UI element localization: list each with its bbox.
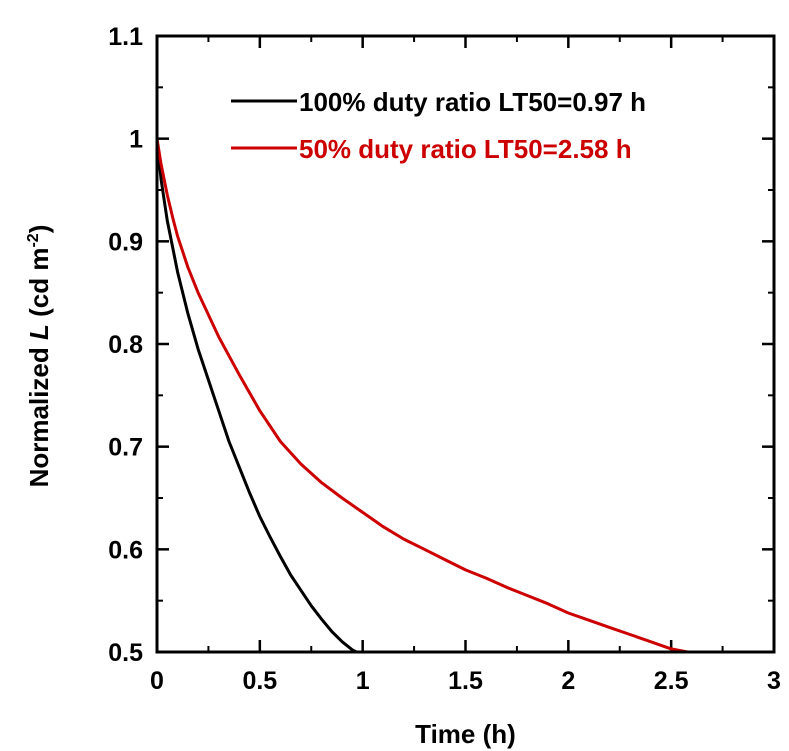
x-axis-label: Time (h) [415,719,516,749]
legend: 100% duty ratio LT50=0.97 h 50% duty rat… [231,87,646,164]
y-axis-label-prefix: Normalized [24,340,54,487]
y-tick-label: 0.5 [108,639,143,667]
x-tick-labels: 0 0.5 1 1.5 2 2.5 3 [150,667,781,695]
x-tick-label: 1 [356,667,370,695]
y-axis-label-unit: (cd m [24,248,54,325]
y-tick-label: 0.8 [108,331,143,359]
y-tick-label: 0.7 [108,434,143,462]
legend-label-100-duty: 100% duty ratio LT50=0.97 h [299,87,646,117]
x-tick-label: 3 [767,667,781,695]
x-tick-label: 0.5 [242,667,277,695]
y-tick-label: 0.9 [108,228,143,256]
x-tick-label: 1.5 [448,667,483,695]
axis-ticks [155,34,776,654]
series-line-100-duty [155,138,358,654]
x-tick-label: 2 [561,667,575,695]
series-line-50-duty [155,138,688,654]
y-tick-label: 1.1 [108,23,143,51]
y-tick-labels: 0.5 0.6 0.7 0.8 0.9 1 1.1 [108,23,143,667]
y-tick-label: 1 [129,126,143,154]
series-lines [155,138,688,654]
y-axis-label: Normalized L (cd m-2) [24,225,54,488]
y-tick-label: 0.6 [108,536,143,564]
y-axis-label-superscript: -2 [25,233,42,247]
x-tick-label: 0 [150,667,164,695]
plot-frame [155,34,776,654]
y-axis-label-variable: L [24,324,54,340]
legend-label-50-duty: 50% duty ratio LT50=2.58 h [299,134,632,164]
y-axis-label-close: ) [24,225,54,234]
x-tick-label: 2.5 [654,667,689,695]
